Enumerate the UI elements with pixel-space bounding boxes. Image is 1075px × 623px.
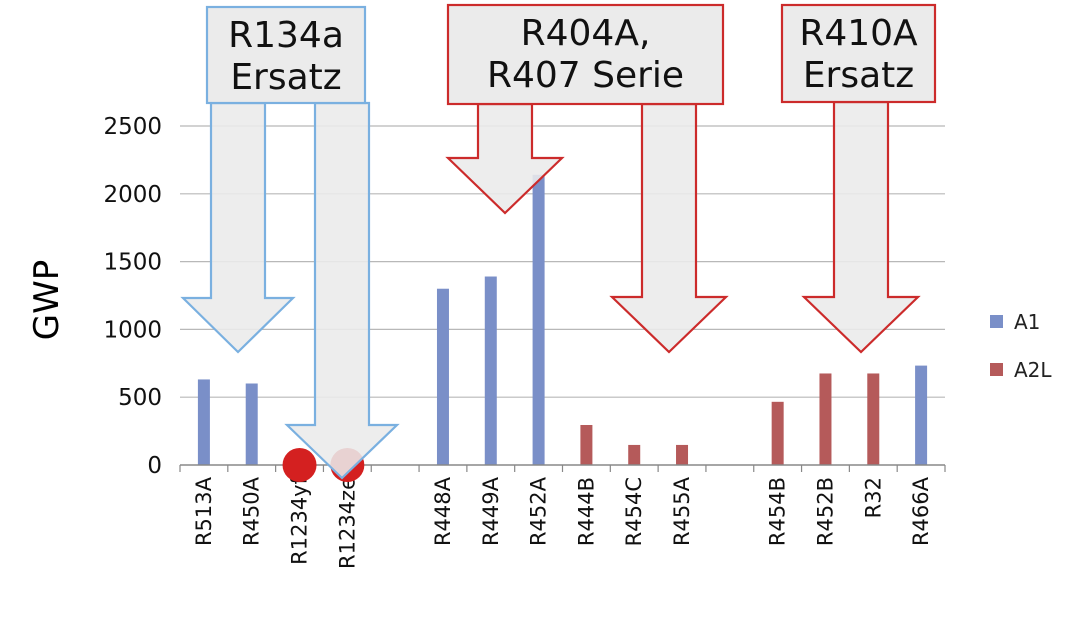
bar-a2l-r32 <box>867 373 880 465</box>
bar-a2l-r452b <box>819 373 832 465</box>
bar-a2l-r444b <box>580 424 593 465</box>
x-tick-label: R452B <box>813 477 837 546</box>
x-tick-label: R449A <box>479 476 503 546</box>
y-tick-label: 2000 <box>103 182 162 208</box>
annotation-arrow <box>180 101 296 354</box>
bar-a2l-r455a <box>676 444 689 465</box>
y-tick-label: 1500 <box>103 250 162 276</box>
y-axis-ticks: 0 500 1000 1500 2000 2500 <box>103 114 162 479</box>
annotation-text: Ersatz <box>803 55 914 96</box>
x-tick-label: R1234ze <box>335 477 359 569</box>
x-tick-label: R455A <box>670 476 694 546</box>
x-tick-label: R454C <box>622 477 646 546</box>
bar-a2l-r454b <box>771 401 784 465</box>
y-tick-label: 2500 <box>103 114 162 140</box>
bar-a1-r450a <box>245 383 258 465</box>
legend-swatch-a1 <box>990 315 1003 328</box>
x-tick-label: R452A <box>527 476 551 546</box>
annotation-text: R404A, <box>521 13 651 54</box>
annotation-box <box>780 3 937 104</box>
bar-a2l-r454c <box>628 444 641 465</box>
annotation-arrow <box>609 102 729 354</box>
annotation-arrow <box>801 100 921 354</box>
bars <box>197 174 928 466</box>
annotation-arrows <box>180 100 921 480</box>
annotation-text: Ersatz <box>230 57 341 98</box>
legend: A1 A2L <box>990 310 1052 382</box>
annotation-text: R407 Serie <box>487 55 684 96</box>
bar-a1-r448a <box>436 288 449 465</box>
x-tick-label: R1234yf <box>288 476 312 564</box>
grid-lines <box>180 125 945 398</box>
x-tick-label: R444B <box>574 477 598 546</box>
bar-a1-r449a <box>484 276 497 465</box>
legend-swatch-a2l <box>990 363 1003 376</box>
bar-a1-r452a <box>532 174 545 466</box>
y-axis-label: GWP <box>27 260 67 340</box>
annotation-arrow <box>284 101 400 480</box>
legend-label-a2l: A2L <box>1014 358 1052 382</box>
legend-label-a1: A1 <box>1014 310 1040 334</box>
marker-r1234yf <box>282 448 317 482</box>
bar-a1-r513a <box>197 379 210 465</box>
x-tick-label: R513A <box>192 476 216 546</box>
x-tick-label: R32 <box>861 477 885 518</box>
annotation-box <box>446 3 725 106</box>
annotation-arrow <box>445 102 565 215</box>
x-tick-label: R454B <box>766 477 790 546</box>
annotation-box <box>205 5 367 105</box>
x-tick-label: R466A <box>909 476 933 546</box>
annotation-text: R410A <box>799 13 918 54</box>
x-tick-label: R448A <box>431 476 455 546</box>
bar-a1-r466a <box>915 365 928 465</box>
y-tick-label: 500 <box>118 385 162 411</box>
x-tick-label: R450A <box>240 476 264 546</box>
annotation-text: R134a <box>228 15 344 56</box>
y-tick-label: 1000 <box>103 317 162 343</box>
x-axis-labels: R513A R450A R1234yf R1234ze R448A R449A R452A R… <box>192 476 933 569</box>
y-tick-label: 0 <box>147 453 162 479</box>
